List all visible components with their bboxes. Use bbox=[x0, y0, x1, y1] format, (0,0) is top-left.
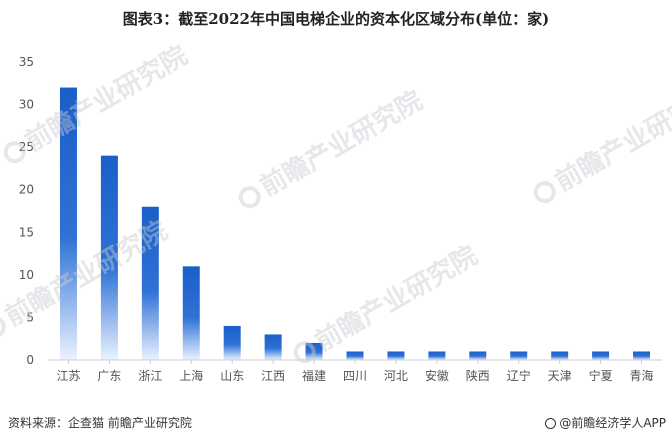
bar bbox=[633, 351, 651, 360]
chart-title: 图表3：截至2022年中国电梯企业的资本化区域分布(单位：家) bbox=[122, 10, 550, 28]
x-axis: 江苏 广东 浙江 上海 山东 江西 福建 四川 河北 安徽 陕西 辽宁 天津 宁夏 青海 bbox=[48, 359, 662, 383]
bar bbox=[510, 351, 528, 360]
bar bbox=[346, 351, 364, 360]
bar bbox=[387, 351, 405, 360]
bars bbox=[59, 87, 651, 361]
x-tick-label: 福建 bbox=[302, 368, 326, 383]
x-tick-label: 上海 bbox=[179, 368, 203, 383]
bar bbox=[469, 351, 487, 360]
y-tick-label: 15 bbox=[19, 225, 34, 239]
bar bbox=[428, 351, 446, 360]
y-tick-label: 5 bbox=[26, 310, 34, 324]
bar bbox=[551, 351, 569, 360]
bar bbox=[305, 342, 323, 360]
bar bbox=[264, 334, 282, 360]
bar bbox=[59, 87, 77, 361]
source-note: 资料来源：企查猫 前瞻产业研究院 bbox=[8, 416, 192, 430]
bar bbox=[223, 325, 241, 360]
brand-logo-icon bbox=[545, 418, 557, 429]
x-tick-label: 辽宁 bbox=[507, 368, 531, 383]
x-tick-label: 天津 bbox=[548, 369, 572, 383]
bar bbox=[141, 206, 159, 360]
y-tick-label: 30 bbox=[19, 98, 34, 112]
bar bbox=[100, 155, 118, 360]
x-tick-label: 青海 bbox=[630, 368, 654, 383]
y-tick-label: 10 bbox=[19, 268, 34, 282]
y-tick-label: 0 bbox=[26, 353, 34, 367]
x-tick-label: 安徽 bbox=[425, 368, 449, 383]
x-tick-label: 江苏 bbox=[56, 369, 80, 383]
y-tick-label: 35 bbox=[19, 55, 34, 69]
x-tick-label: 宁夏 bbox=[589, 368, 613, 383]
bar bbox=[592, 351, 610, 360]
x-tick-label: 陕西 bbox=[466, 368, 490, 383]
x-tick-label: 浙江 bbox=[138, 369, 162, 383]
x-tick-label: 山东 bbox=[220, 369, 244, 383]
y-tick-label: 20 bbox=[19, 183, 34, 197]
x-tick-label: 江西 bbox=[261, 369, 285, 383]
bar-chart: 0 5 10 15 20 25 30 35 江苏 广东 浙江 上海 山东 江西 福建 四川 河北 安徽 陕西 辽宁 天… bbox=[19, 55, 662, 383]
x-tick-label: 四川 bbox=[343, 369, 367, 383]
footer: 资料来源：企查猫 前瞻产业研究院 @前瞻经济学人APP bbox=[0, 412, 672, 442]
x-tick-label: 广东 bbox=[97, 369, 121, 383]
y-axis: 0 5 10 15 20 25 30 35 bbox=[19, 55, 34, 367]
y-tick-label: 25 bbox=[19, 140, 34, 154]
brand-credit: @前瞻经济学人APP bbox=[545, 414, 666, 431]
x-tick-label: 河北 bbox=[384, 369, 408, 383]
brand-text: @前瞻经济学人APP bbox=[559, 416, 666, 430]
bar bbox=[182, 266, 200, 360]
